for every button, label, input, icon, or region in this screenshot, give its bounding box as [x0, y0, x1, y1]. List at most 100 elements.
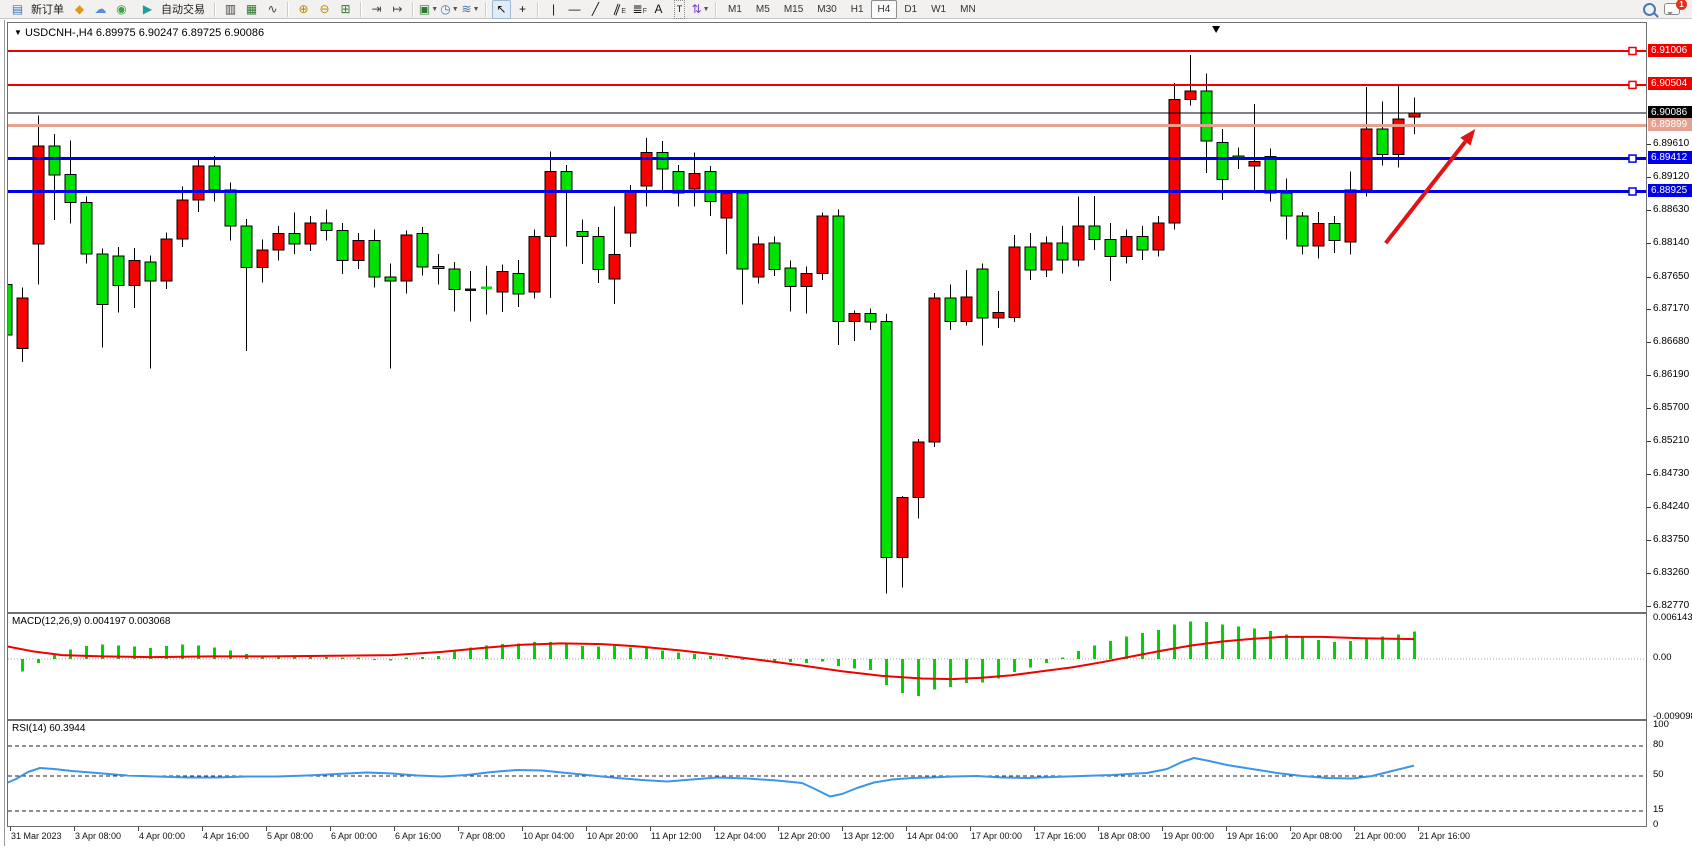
- text-icon[interactable]: A: [654, 1, 663, 16]
- hline-handle[interactable]: [1628, 46, 1637, 56]
- time-tick: [74, 827, 75, 831]
- candle-body: [1392, 118, 1405, 156]
- crosshair-icon[interactable]: +: [518, 1, 526, 16]
- macd-bar: [741, 659, 744, 660]
- chart-collapse-icon[interactable]: ▼: [14, 28, 22, 37]
- search-icon[interactable]: [1643, 2, 1656, 16]
- macd-bar: [1077, 651, 1080, 659]
- time-tick: [970, 827, 971, 831]
- timeframe-m30[interactable]: M30: [817, 3, 837, 15]
- time-label: 14 Apr 04:00: [907, 831, 959, 841]
- macd-bar: [885, 659, 888, 685]
- vertical-line-icon[interactable]: |: [551, 1, 556, 16]
- timeframe-h4[interactable]: H4: [870, 0, 898, 19]
- macd-pane[interactable]: MACD(12,26,9) 0.004197 0.003068: [7, 613, 1647, 720]
- zoom-in-icon[interactable]: ⊕: [298, 1, 309, 16]
- macd-bar: [101, 644, 104, 659]
- profiles-icon[interactable]: ☁: [94, 1, 107, 16]
- candle-body: [752, 243, 765, 278]
- time-label: 18 Apr 08:00: [1099, 831, 1151, 841]
- horizontal-line-icon[interactable]: —: [568, 1, 581, 16]
- candlestick-chart-icon[interactable]: ▦: [245, 1, 258, 16]
- candle-body: [912, 441, 925, 499]
- signals-icon[interactable]: ◉: [116, 1, 127, 16]
- price-axis[interactable]: 6.89610 6.89120 6.88630 6.88140 6.87650 6.871…: [1647, 22, 1692, 846]
- fibonacci-icon[interactable]: ≣ F: [632, 1, 647, 16]
- candle-body: [288, 233, 301, 245]
- indicators-icon[interactable]: ≋ ▼: [461, 1, 480, 16]
- market-watch-icon[interactable]: ◆: [74, 1, 85, 16]
- macd-bar: [1317, 640, 1320, 659]
- macd-bar: [1141, 633, 1144, 659]
- macd-bar: [549, 642, 552, 659]
- time-tick: [10, 827, 11, 831]
- macd-bar: [821, 659, 824, 662]
- rsi-label: RSI(14) 60.3944: [12, 723, 86, 734]
- tile-windows-icon[interactable]: ⊞: [340, 1, 351, 16]
- candlestick-chart[interactable]: [8, 23, 1646, 612]
- macd-bar: [21, 659, 24, 672]
- time-axis[interactable]: 31 Mar 2023 3 Apr 08:00 4 Apr 00:00 4 Apr 1…: [7, 827, 1647, 846]
- rsi-scale-label: 100: [1653, 719, 1669, 730]
- candle-body: [1120, 235, 1133, 258]
- main-chart-pane[interactable]: ▼ USDCNH-,H4 6.89975 6.90247 6.89725 6.9…: [7, 22, 1647, 613]
- time-label: 12 Apr 20:00: [779, 831, 831, 841]
- macd-bar: [1397, 634, 1400, 659]
- macd-bar: [69, 649, 72, 659]
- macd-bar: [1093, 645, 1096, 659]
- timeframe-h1[interactable]: H1: [850, 3, 864, 15]
- up-arrow-annotation[interactable]: [1384, 129, 1476, 245]
- candle-body: [400, 234, 413, 282]
- candle-body: [928, 297, 941, 443]
- chart-shift-icon[interactable]: ↦: [392, 1, 403, 16]
- new-order-button-label: 新订单: [31, 4, 64, 16]
- price-label: 6.83750: [1653, 534, 1690, 545]
- macd-bar: [805, 659, 808, 663]
- macd-bar: [1269, 631, 1272, 659]
- arrows-tool-icon[interactable]: ⇅ ▼: [691, 1, 710, 16]
- new-order-icon: ▤: [11, 1, 24, 16]
- timeframe-m5[interactable]: M5: [755, 3, 770, 15]
- candle-body: [448, 268, 461, 291]
- macd-bar: [1285, 634, 1288, 659]
- candle-body: [1280, 192, 1293, 217]
- macd-bar: [341, 657, 344, 659]
- time-label: 12 Apr 04:00: [715, 831, 767, 841]
- macd-bar: [133, 646, 136, 659]
- timeframe-m15[interactable]: M15: [783, 3, 804, 15]
- rsi-pane[interactable]: RSI(14) 60.3944: [7, 720, 1647, 827]
- autotrading-button[interactable]: ▶ 自动交易: [132, 1, 210, 18]
- hline-handle[interactable]: [1628, 154, 1637, 163]
- line-chart-icon[interactable]: ∿: [267, 1, 278, 16]
- macd-bar: [661, 650, 664, 659]
- chat-icon[interactable]: 1: [1664, 0, 1687, 15]
- zoom-out-icon[interactable]: ⊖: [319, 1, 330, 16]
- price-badge-6.89412: 6.89412: [1648, 151, 1692, 164]
- axis-tick: [1647, 441, 1651, 442]
- cursor-icon[interactable]: ↖: [492, 0, 511, 19]
- timeframe-w1[interactable]: W1: [931, 3, 947, 15]
- timeframe-mn[interactable]: MN: [960, 3, 976, 15]
- new-order-button[interactable]: ▤ 新订单: [2, 1, 69, 18]
- new-chart-icon[interactable]: ▣ ▼: [418, 1, 439, 16]
- hline-handle[interactable]: [1628, 187, 1637, 196]
- macd-scale-label: -0.009098: [1653, 711, 1692, 722]
- bar-chart-icon[interactable]: ▥: [224, 1, 237, 16]
- time-label: 11 Apr 12:00: [651, 831, 702, 841]
- equidistant-channel-icon[interactable]: ∥ E: [611, 0, 626, 17]
- timeframe-d1[interactable]: D1: [904, 3, 918, 15]
- macd-bar: [309, 656, 312, 659]
- candle-body: [240, 225, 253, 268]
- periods-icon[interactable]: ◷ ▼: [440, 1, 459, 16]
- price-label: 6.83260: [1653, 567, 1690, 578]
- trendline-icon[interactable]: ╱: [591, 1, 600, 16]
- hline-handle[interactable]: [1628, 80, 1637, 90]
- text-label-icon[interactable]: T: [670, 0, 689, 19]
- auto-scroll-icon[interactable]: ⇥: [371, 1, 382, 16]
- timeframe-m1[interactable]: M1: [728, 3, 742, 15]
- candle-body: [1328, 223, 1341, 241]
- toolbar-separator: [287, 1, 289, 17]
- axis-tick: [1647, 144, 1651, 145]
- macd-scale-label: 0.006143: [1653, 612, 1692, 623]
- axis-tick: [1647, 277, 1651, 278]
